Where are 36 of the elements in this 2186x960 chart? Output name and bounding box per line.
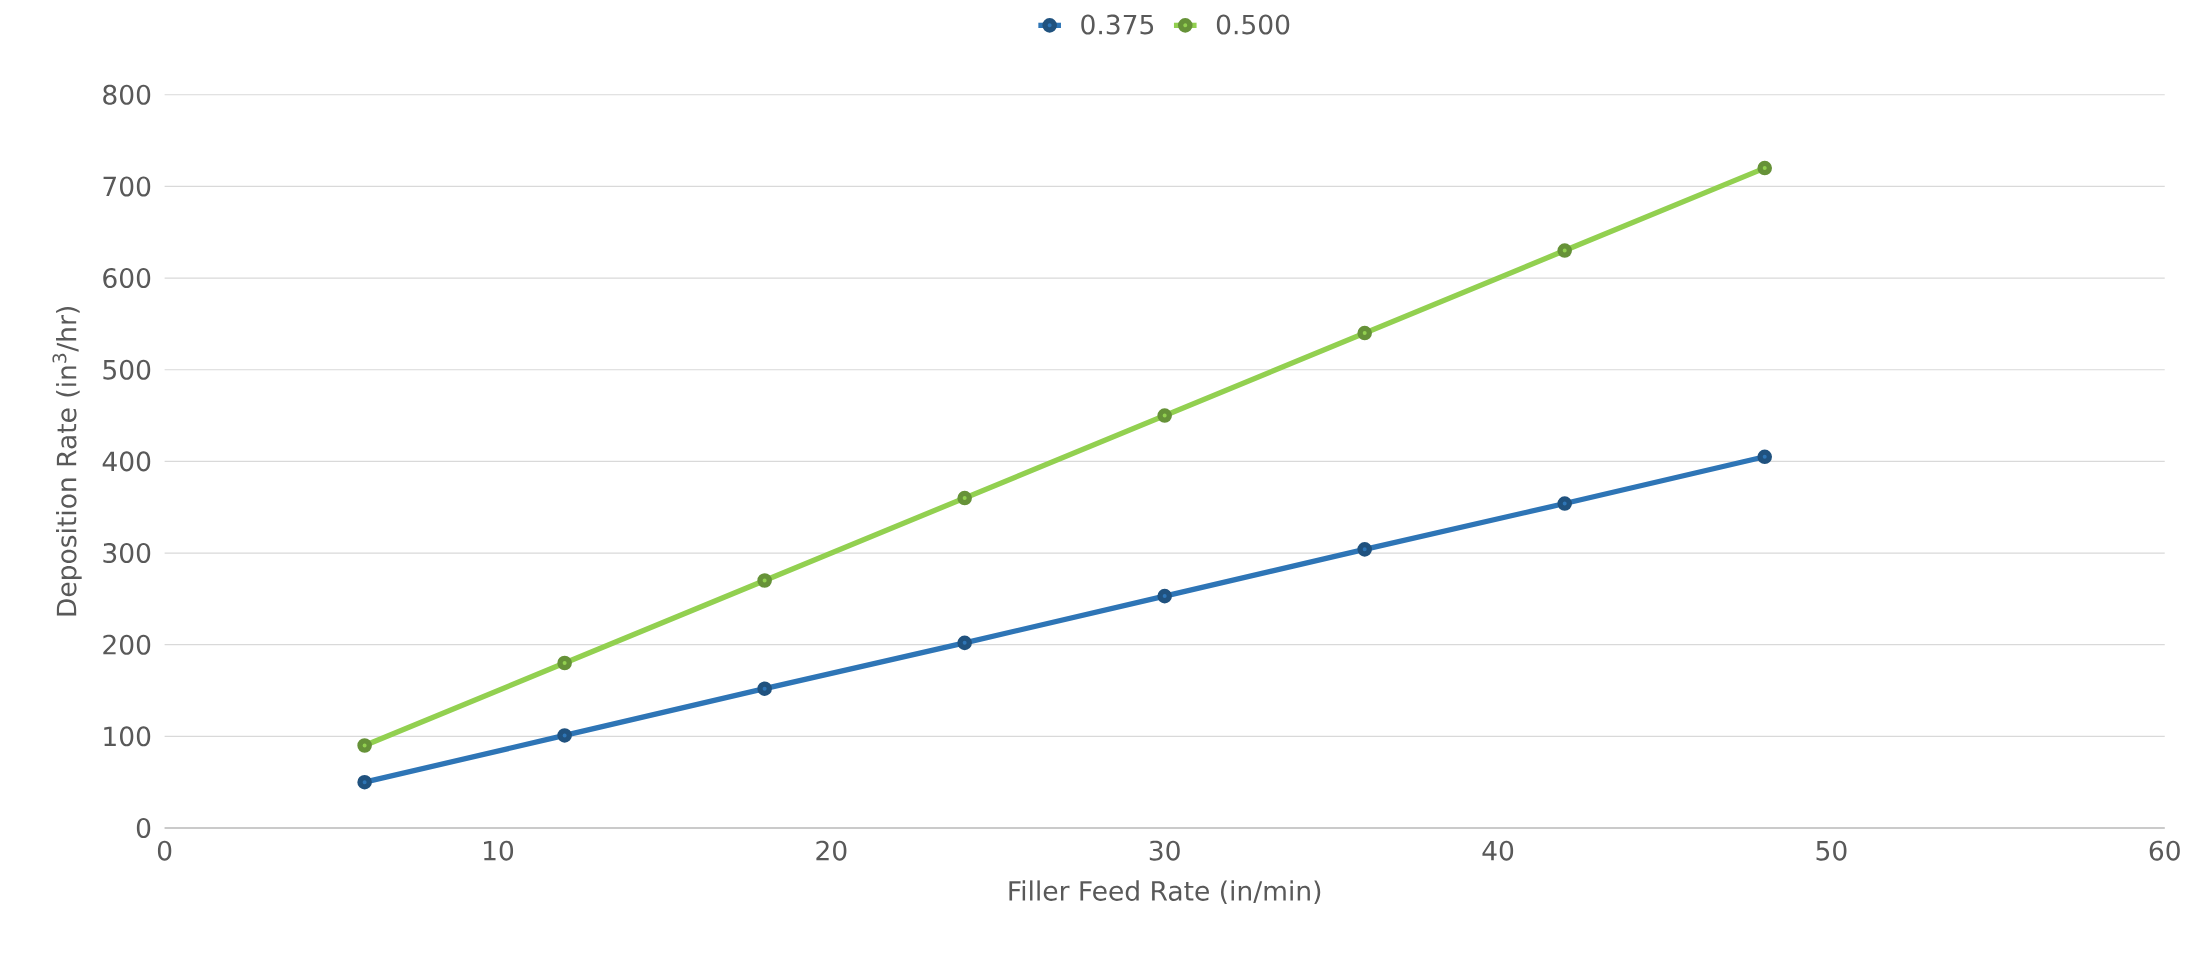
- y-tick-label: 200: [103, 634, 151, 655]
- y-tick-label: 0: [136, 818, 151, 839]
- x-tick-label: 60: [2149, 840, 2180, 861]
- y-tick-label: 800: [103, 84, 151, 105]
- point: [557, 728, 572, 743]
- x-tick-label: 0: [157, 840, 172, 861]
- point: [1157, 408, 1172, 423]
- x-tick-label: 50: [1816, 840, 1847, 861]
- x-tick-label: 20: [816, 840, 847, 861]
- y-tick-label: 100: [104, 726, 151, 747]
- y-tick-label: 400: [102, 451, 151, 472]
- point: [1357, 542, 1372, 557]
- point: [1757, 160, 1772, 176]
- point: [1557, 243, 1572, 259]
- point: [957, 490, 972, 506]
- y-tick-label: 500: [103, 359, 151, 380]
- legend-label: 0.500: [1216, 14, 1290, 35]
- y-tick-label: 300: [103, 543, 151, 564]
- point: [1157, 588, 1172, 604]
- x-tick-label: 40: [1482, 840, 1514, 861]
- point: [357, 738, 372, 753]
- point: [1357, 325, 1372, 341]
- y-tick-label: 600: [103, 268, 151, 289]
- y-axis-title: Deposition Rate (in$^{3}$/hr): [52, 307, 82, 616]
- legend-label: 0.375: [1081, 14, 1154, 35]
- x-tick-label: 30: [1149, 840, 1180, 861]
- y-tick-label: 700: [103, 176, 151, 197]
- point: [557, 655, 572, 671]
- point: [357, 775, 372, 790]
- point: [1757, 449, 1772, 465]
- point: [957, 635, 972, 651]
- x-axis-title: Filler Feed Rate (in/min): [1009, 880, 1321, 905]
- point: [757, 573, 772, 588]
- x-tick-label: 10: [484, 840, 514, 861]
- point: [757, 681, 772, 697]
- point: [1557, 496, 1572, 511]
